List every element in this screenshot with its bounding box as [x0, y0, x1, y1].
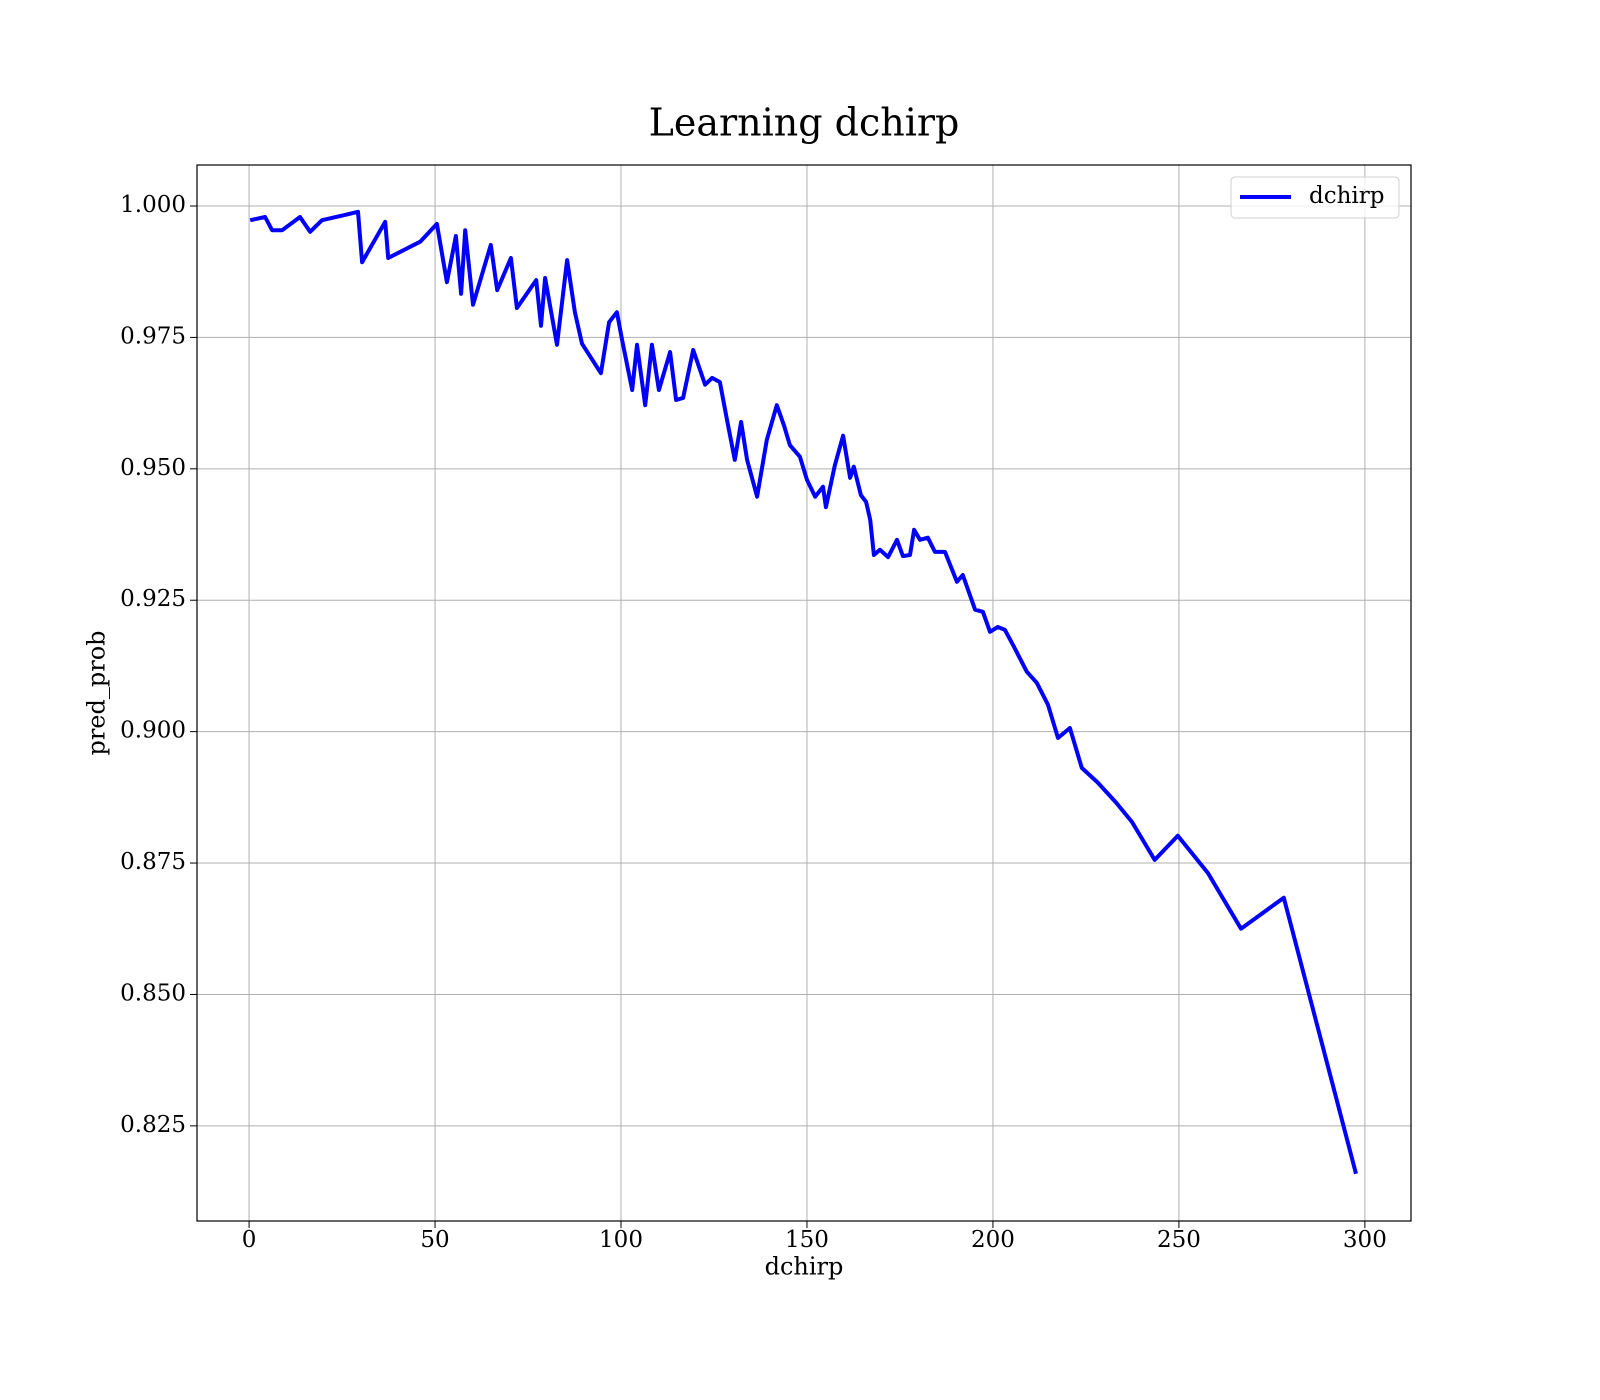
x-tick-label: 300 — [1343, 1227, 1387, 1253]
y-tick-label: 0.950 — [120, 455, 186, 481]
y-tick-label: 1.000 — [120, 192, 186, 218]
y-tick-label: 0.850 — [120, 980, 186, 1006]
y-tick-label: 0.925 — [120, 586, 186, 612]
x-tick-label: 150 — [785, 1227, 829, 1253]
y-axis-label: pred_prob — [83, 630, 111, 755]
plot-frame — [196, 164, 1412, 1222]
y-tick-label: 0.825 — [120, 1112, 186, 1138]
x-tick-label: 250 — [1157, 1227, 1201, 1253]
x-tick-label: 0 — [242, 1227, 257, 1253]
legend-label: dchirp — [1309, 183, 1385, 209]
x-tick-label: 100 — [599, 1227, 643, 1253]
y-tick-label: 0.875 — [120, 849, 186, 875]
x-tick-label: 50 — [420, 1227, 449, 1253]
legend-box — [1230, 176, 1400, 219]
y-tick-label: 0.975 — [120, 323, 186, 349]
line — [249, 209, 1358, 1175]
x-tick-label: 200 — [971, 1227, 1015, 1253]
y-tick-label: 0.900 — [120, 718, 186, 744]
x-axis-label: dchirp — [765, 1253, 844, 1281]
chart-title: Learning dchirp — [649, 101, 960, 145]
